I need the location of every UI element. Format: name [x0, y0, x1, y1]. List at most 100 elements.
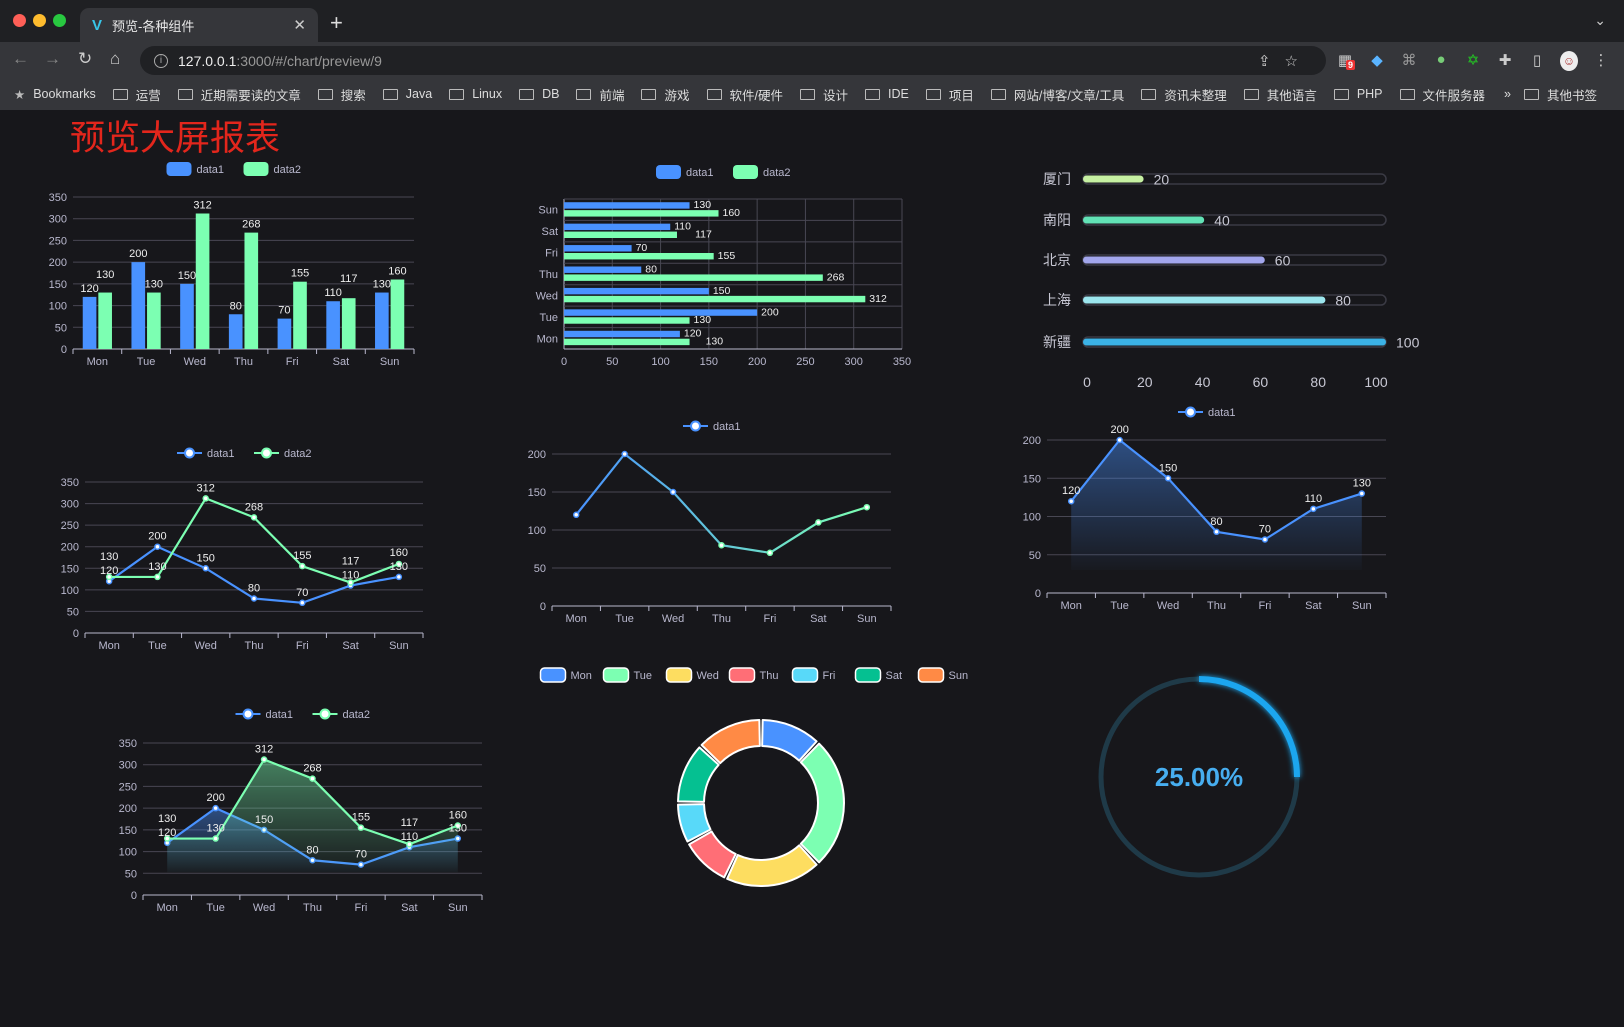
bookmark-folder[interactable]: 其他语言	[1243, 85, 1317, 104]
bookmark-star-icon[interactable]: ☆	[1284, 52, 1312, 70]
legend-circle-icon	[690, 420, 701, 432]
minimize-window-button[interactable]	[33, 14, 46, 27]
data-label: 160	[449, 810, 467, 822]
donut-slice-sat[interactable]	[677, 746, 720, 803]
x-tick-label: Mon	[87, 356, 108, 368]
more-bookmarks-icon[interactable]: »	[1504, 87, 1511, 101]
close-tab-icon[interactable]: ✕	[293, 17, 306, 34]
y-tick-label: 100	[528, 525, 546, 537]
legend-label: data2	[274, 164, 302, 176]
data-point	[299, 599, 306, 607]
forward-icon[interactable]: →	[44, 49, 61, 68]
legend-item-data2[interactable]: data2	[243, 162, 302, 176]
data-label: 150	[713, 285, 731, 297]
star-extension-icon[interactable]: ✡	[1466, 52, 1480, 69]
bookmark-folder[interactable]: 文件服务器	[1399, 85, 1486, 104]
bookmark-folder[interactable]: 网站/博客/文章/工具	[990, 85, 1125, 104]
legend-item-data2[interactable]: data2	[312, 708, 371, 721]
toolbar: ← → ↻ ⌂ i 127.0.0.1:3000/#/chart/preview…	[0, 42, 1624, 78]
legend-item-mon[interactable]: Mon	[539, 667, 592, 683]
data-label: 268	[242, 219, 260, 231]
donut-slice-tue[interactable]	[799, 742, 845, 864]
circle-extension-icon[interactable]: ●	[1436, 51, 1446, 68]
donut-slice-thu[interactable]	[688, 830, 737, 879]
donut-slice-mon[interactable]	[761, 719, 818, 762]
gem-extension-icon[interactable]: ◆	[1371, 52, 1383, 69]
bookmarks-item[interactable]: ★ Bookmarks	[14, 87, 96, 102]
folder-icon	[641, 88, 657, 100]
reload-icon[interactable]: ↻	[78, 49, 93, 68]
legend-item-data2[interactable]: data2	[254, 447, 312, 460]
y-tick-label: 200	[1023, 435, 1041, 447]
bookmark-folder[interactable]: 设计	[799, 85, 848, 104]
folder-label: 网站/博客/文章/工具	[1013, 88, 1125, 103]
bookmark-folder[interactable]: Linux	[449, 85, 502, 104]
close-window-button[interactable]	[13, 14, 26, 27]
new-tab-button[interactable]: +	[330, 10, 343, 35]
legend-item-data1[interactable]: data1	[683, 420, 741, 433]
url-path: :3000/#/chart/preview/9	[236, 52, 382, 69]
data-labels: 120 200 150 80 70 110 130	[1062, 424, 1371, 535]
legend-item-data1[interactable]: data1	[235, 708, 294, 721]
legend-item-sat[interactable]: Sat	[854, 667, 903, 683]
donut-slice-fri[interactable]	[677, 803, 712, 843]
y-tick-label: 200	[61, 542, 79, 554]
bookmark-folder[interactable]: 运营	[112, 85, 161, 104]
bookmark-folder[interactable]: PHP	[1333, 85, 1383, 104]
donut-slice-sun[interactable]	[700, 719, 761, 765]
menu-kebab-icon[interactable]: ⋮	[1593, 52, 1609, 69]
legend-item-data1[interactable]: data1	[1178, 406, 1236, 419]
bookmark-folder[interactable]: 近期需要读的文章	[177, 85, 301, 104]
data-label: 110	[401, 831, 419, 843]
legend-item-data1[interactable]: data1	[166, 162, 225, 176]
bookmark-folder[interactable]: 搜索	[317, 85, 366, 104]
maximize-window-button[interactable]	[53, 14, 66, 27]
legend-item-wed[interactable]: Wed	[665, 667, 719, 683]
tab-search-chevron-icon[interactable]: ⌄	[1594, 12, 1606, 28]
legend-item-data1[interactable]: data1	[656, 165, 714, 179]
bar-data1	[375, 292, 389, 349]
share-icon[interactable]: ⇪	[1257, 52, 1285, 70]
browser-tab[interactable]: V 预览-各种组件 ✕	[80, 8, 318, 42]
bookmark-folder[interactable]: 项目	[925, 85, 974, 104]
back-icon[interactable]: ←	[12, 49, 29, 68]
y-tick-label: 150	[61, 563, 79, 575]
data-label: 160	[388, 266, 406, 278]
bookmark-folder[interactable]: 前端	[576, 85, 624, 104]
data-label: 120	[158, 827, 176, 839]
folder-label: 文件服务器	[1422, 88, 1486, 103]
legend-label: data2	[284, 448, 312, 460]
bookmark-folder[interactable]: Java	[382, 85, 432, 104]
other-bookmarks-folder[interactable]: 其他书签	[1523, 78, 1597, 110]
bar-data1	[564, 202, 690, 209]
data-label: 80	[645, 263, 657, 275]
legend-item-sun[interactable]: Sun	[917, 667, 969, 683]
side-panel-icon[interactable]: ▯	[1532, 52, 1542, 69]
extensions-puzzle-icon[interactable]: ✚	[1498, 52, 1512, 69]
legend-item-data1[interactable]: data1	[177, 447, 235, 460]
extension-icon[interactable]: ▦ 9	[1337, 52, 1356, 70]
bookmark-folder[interactable]: 游戏	[641, 85, 690, 104]
legend-swatch-icon	[917, 667, 945, 683]
home-icon[interactable]: ⌂	[110, 49, 121, 68]
site-info-icon[interactable]: i	[154, 53, 168, 68]
extension-badge: 9	[1346, 60, 1356, 70]
line-chart: 0 50 100 150 200 Mon Tue Wed Thu Fri Sat Sun	[528, 449, 892, 625]
address-bar[interactable]: i 127.0.0.1:3000/#/chart/preview/9 ⇪☆	[140, 46, 1326, 75]
data-label: 200	[129, 248, 147, 260]
bookmark-folder[interactable]: 资讯未整理	[1141, 85, 1227, 104]
value-label: 60	[1275, 253, 1291, 269]
legend-item-data2[interactable]: data2	[733, 165, 791, 179]
bar-chart: 0 50 100 150 200 250 300 350 Mon Tue Wed Thu Fri Sat S…	[49, 192, 415, 368]
command-extension-icon[interactable]: ⌘	[1401, 52, 1417, 69]
value-label: 40	[1214, 213, 1230, 229]
bookmark-folder[interactable]: 软件/硬件	[706, 85, 783, 104]
legend-item-tue[interactable]: Tue	[602, 667, 653, 683]
avatar[interactable]: ☺	[1560, 51, 1578, 71]
donut-slice-wed[interactable]	[726, 844, 818, 887]
bookmark-folder[interactable]: DB	[519, 85, 559, 104]
bookmark-folder[interactable]: IDE	[865, 85, 909, 104]
legend-item-thu[interactable]: Thu	[728, 667, 779, 683]
legend-item-fri[interactable]: Fri	[791, 667, 836, 683]
